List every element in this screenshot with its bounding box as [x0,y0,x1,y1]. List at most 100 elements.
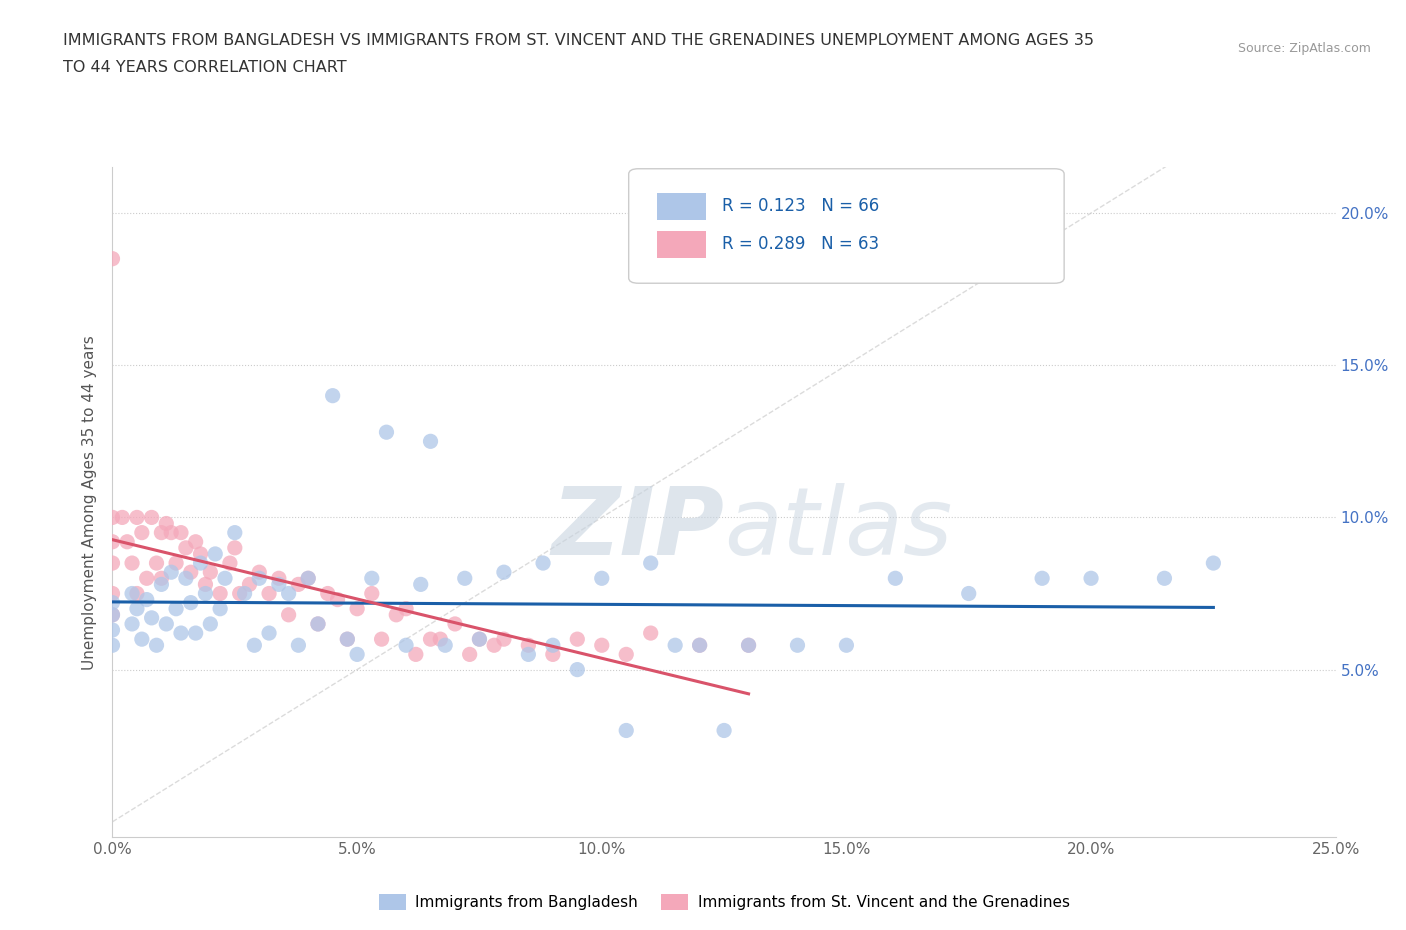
Point [228,586,250,601]
Point [835,638,858,653]
Text: Source: ZipAtlas.com: Source: ZipAtlas.com [1237,42,1371,55]
Point [567,631,589,646]
Point [121,555,143,570]
Text: IMMIGRANTS FROM BANGLADESH VS IMMIGRANTS FROM ST. VINCENT AND THE GRENADINES UNE: IMMIGRANTS FROM BANGLADESH VS IMMIGRANTS… [63,33,1094,47]
Point [209,586,232,601]
Point [307,617,329,631]
Point [170,626,193,641]
Point [150,525,173,540]
Point [640,626,662,641]
Point [689,638,711,653]
Point [101,535,124,550]
Point [786,638,808,653]
Y-axis label: Unemployment Among Ages 35 to 44 years: Unemployment Among Ages 35 to 44 years [82,335,97,670]
Point [184,626,207,641]
Point [121,617,143,631]
Point [370,631,392,646]
Point [135,571,157,586]
Point [307,617,329,631]
Point [125,602,148,617]
Point [101,510,124,525]
Point [131,631,153,646]
Point [884,571,907,586]
Point [190,555,212,570]
Point [591,571,613,586]
Point [125,586,148,601]
Point [101,607,124,622]
Point [664,638,686,653]
Point [385,607,408,622]
Point [141,510,163,525]
Point [145,638,167,653]
Point [434,638,457,653]
Point [101,607,124,622]
Point [174,571,197,586]
Point [150,571,173,586]
Point [277,607,299,622]
Point [322,388,344,403]
Point [277,586,299,601]
Point [444,617,467,631]
Point [145,555,167,570]
Point [614,723,637,737]
Point [170,525,193,540]
Point [517,638,540,653]
Point [419,631,441,646]
Point [184,535,207,550]
Point [150,577,173,591]
FancyBboxPatch shape [657,231,706,258]
Point [131,525,153,540]
Text: TO 44 YEARS CORRELATION CHART: TO 44 YEARS CORRELATION CHART [63,60,347,75]
Point [531,555,554,570]
Point [957,586,980,601]
Point [190,547,212,562]
Point [125,510,148,525]
Point [174,540,197,555]
Point [155,617,177,631]
Point [111,510,134,525]
Point [409,577,432,591]
Point [101,251,124,266]
Point [267,577,290,591]
FancyBboxPatch shape [628,168,1064,284]
Point [541,638,564,653]
Text: atlas: atlas [724,484,952,575]
Point [101,595,124,610]
Point [360,586,382,601]
Point [101,638,124,653]
Point [468,631,491,646]
Point [101,586,124,601]
Point [346,647,368,662]
Point [219,555,242,570]
Point [204,547,226,562]
Point [297,571,319,586]
Point [135,592,157,607]
Point [247,565,270,579]
Point [214,571,236,586]
Point [1153,571,1175,586]
Point [468,631,491,646]
Point [492,565,515,579]
Point [101,555,124,570]
Point [482,638,505,653]
Point [287,638,309,653]
Point [121,586,143,601]
Point [257,586,280,601]
Point [395,638,418,653]
Point [160,525,183,540]
Point [243,638,266,653]
Point [1202,555,1225,570]
Point [336,631,359,646]
Point [160,565,183,579]
Point [165,555,187,570]
Point [200,617,222,631]
Point [640,555,662,570]
Point [419,434,441,449]
FancyBboxPatch shape [657,193,706,219]
Point [209,602,232,617]
Point [247,571,270,586]
Point [141,610,163,625]
Point [405,647,427,662]
Point [1031,571,1053,586]
Point [591,638,613,653]
